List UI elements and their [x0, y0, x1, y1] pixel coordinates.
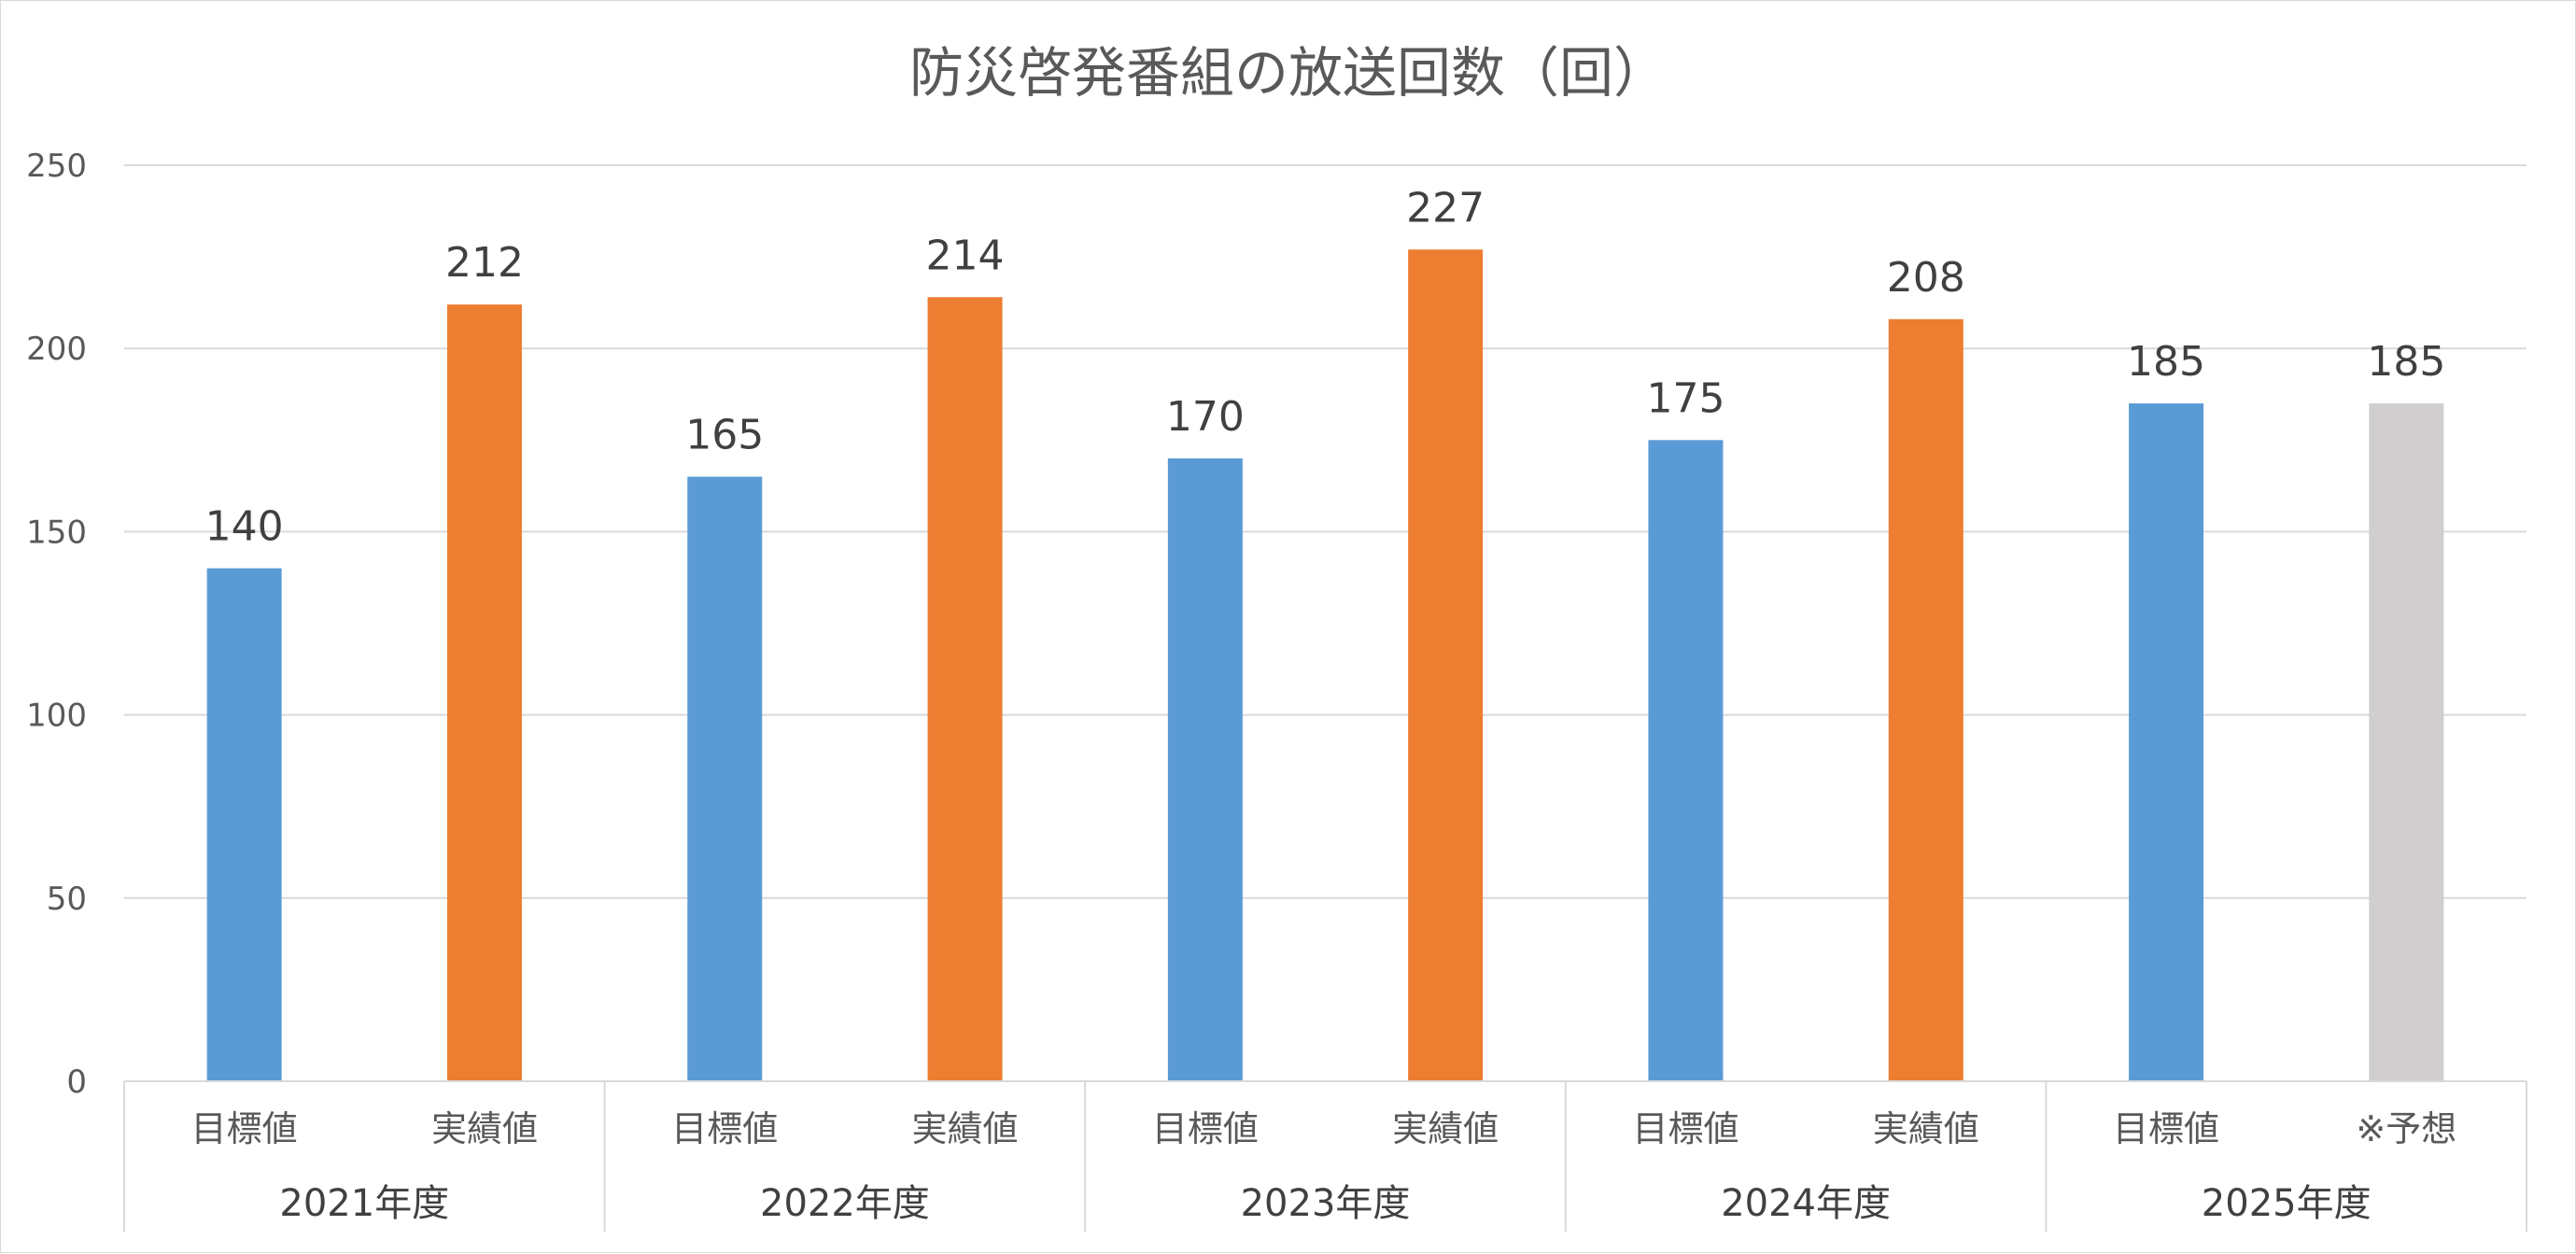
x-category-label: 実績値: [912, 1108, 1019, 1149]
x-group-label: 2021年度: [279, 1182, 449, 1225]
data-label: 170: [1166, 393, 1245, 441]
bars-layer: [206, 249, 2444, 1082]
data-label: 214: [926, 232, 1005, 279]
data-label: 165: [685, 412, 764, 459]
y-tick-label: 150: [26, 514, 87, 551]
x-category-label: 目標値: [1632, 1108, 1738, 1149]
data-label: 185: [2367, 338, 2445, 386]
data-label: 208: [1887, 254, 1965, 302]
bar: [1408, 249, 1484, 1081]
grid-layer: [124, 164, 2527, 899]
x-category-label: 実績値: [1392, 1108, 1499, 1149]
bar: [1648, 440, 1724, 1081]
axis-layer: 0 50 100 150 200 250: [26, 148, 2527, 1232]
bar: [2369, 403, 2444, 1081]
x-group-label: 2022年度: [760, 1182, 930, 1225]
x-category-label: 実績値: [431, 1108, 538, 1149]
x-group-label: 2025年度: [2202, 1182, 2372, 1225]
data-label: 175: [1646, 374, 1724, 422]
labels-layer: 140 目標値 212 実績値 2021年度 165 目標値 214 実績値 2022年度 170 目…: [191, 184, 2457, 1225]
bar: [206, 568, 282, 1081]
y-tick-label: 100: [26, 697, 87, 735]
x-category-label: 目標値: [1152, 1108, 1259, 1149]
y-tick-label: 250: [26, 148, 87, 185]
x-group-label: 2023年度: [1241, 1182, 1411, 1225]
x-category-label: 目標値: [191, 1108, 298, 1149]
data-label: 185: [2127, 338, 2205, 386]
chart-title: 防災啓発番組の放送回数（回）: [909, 41, 1668, 105]
x-group-label: 2024年度: [1721, 1182, 1891, 1225]
bar: [2129, 403, 2204, 1081]
x-category-label: 目標値: [2113, 1108, 2219, 1149]
x-category-label: ※予想: [2356, 1108, 2456, 1149]
data-label: 212: [445, 239, 524, 287]
data-label: 227: [1406, 184, 1485, 232]
x-category-label: 実績値: [1873, 1108, 1979, 1149]
y-tick-label: 0: [66, 1064, 87, 1101]
y-tick-label: 200: [26, 331, 87, 368]
bar: [1888, 318, 1964, 1082]
bar: [687, 476, 763, 1081]
bar: [927, 297, 1003, 1081]
y-tick-label: 50: [47, 881, 87, 918]
bar: [446, 304, 522, 1081]
bar: [1167, 458, 1243, 1081]
data-label: 140: [205, 503, 284, 551]
x-category-label: 目標値: [671, 1108, 778, 1149]
